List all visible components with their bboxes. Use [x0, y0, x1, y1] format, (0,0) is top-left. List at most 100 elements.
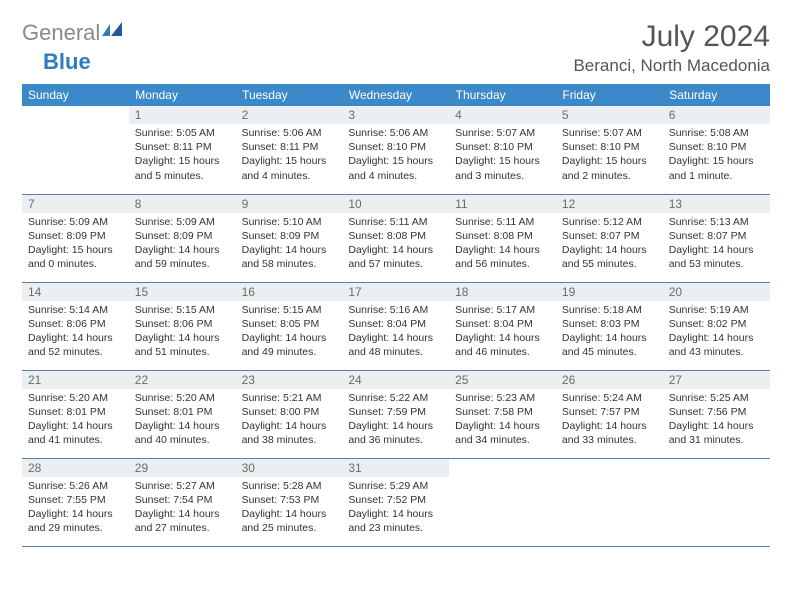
cell-body: Sunrise: 5:24 AMSunset: 7:57 PMDaylight:… [556, 389, 663, 452]
calendar-cell: 24Sunrise: 5:22 AMSunset: 7:59 PMDayligh… [342, 370, 449, 458]
day-number: 26 [556, 371, 663, 389]
day-number: 23 [236, 371, 343, 389]
cell-body: Sunrise: 5:09 AMSunset: 8:09 PMDaylight:… [22, 213, 129, 276]
day-number: 31 [342, 459, 449, 477]
weekday-header: Saturday [663, 84, 770, 106]
cell-body: Sunrise: 5:17 AMSunset: 8:04 PMDaylight:… [449, 301, 556, 364]
weekday-header: Wednesday [342, 84, 449, 106]
calendar-cell: 8Sunrise: 5:09 AMSunset: 8:09 PMDaylight… [129, 194, 236, 282]
day-number: 4 [449, 106, 556, 124]
cell-body: Sunrise: 5:20 AMSunset: 8:01 PMDaylight:… [129, 389, 236, 452]
day-number: 22 [129, 371, 236, 389]
cell-body: Sunrise: 5:12 AMSunset: 8:07 PMDaylight:… [556, 213, 663, 276]
cell-body: Sunrise: 5:15 AMSunset: 8:06 PMDaylight:… [129, 301, 236, 364]
day-number: 2 [236, 106, 343, 124]
day-number: 20 [663, 283, 770, 301]
calendar-cell: 12Sunrise: 5:12 AMSunset: 8:07 PMDayligh… [556, 194, 663, 282]
day-number: 8 [129, 195, 236, 213]
cell-body: Sunrise: 5:06 AMSunset: 8:10 PMDaylight:… [342, 124, 449, 187]
day-number: 11 [449, 195, 556, 213]
calendar-cell: 27Sunrise: 5:25 AMSunset: 7:56 PMDayligh… [663, 370, 770, 458]
cell-body: Sunrise: 5:26 AMSunset: 7:55 PMDaylight:… [22, 477, 129, 540]
cell-body: Sunrise: 5:21 AMSunset: 8:00 PMDaylight:… [236, 389, 343, 452]
cell-body: Sunrise: 5:27 AMSunset: 7:54 PMDaylight:… [129, 477, 236, 540]
cell-body: Sunrise: 5:16 AMSunset: 8:04 PMDaylight:… [342, 301, 449, 364]
cell-body: Sunrise: 5:28 AMSunset: 7:53 PMDaylight:… [236, 477, 343, 540]
calendar-head: SundayMondayTuesdayWednesdayThursdayFrid… [22, 84, 770, 106]
day-number: 10 [342, 195, 449, 213]
logo: General [22, 20, 126, 46]
title-block: July 2024 Beranci, North Macedonia [573, 20, 770, 76]
cell-body: Sunrise: 5:22 AMSunset: 7:59 PMDaylight:… [342, 389, 449, 452]
calendar-cell: 16Sunrise: 5:15 AMSunset: 8:05 PMDayligh… [236, 282, 343, 370]
calendar-cell: 2Sunrise: 5:06 AMSunset: 8:11 PMDaylight… [236, 106, 343, 194]
cell-body: Sunrise: 5:29 AMSunset: 7:52 PMDaylight:… [342, 477, 449, 540]
flag-icon [102, 22, 124, 45]
calendar-row: 14Sunrise: 5:14 AMSunset: 8:06 PMDayligh… [22, 282, 770, 370]
day-number: 6 [663, 106, 770, 124]
header: General July 2024 Beranci, North Macedon… [22, 20, 770, 76]
calendar-cell [663, 458, 770, 546]
calendar-cell: 17Sunrise: 5:16 AMSunset: 8:04 PMDayligh… [342, 282, 449, 370]
day-number: 15 [129, 283, 236, 301]
cell-body: Sunrise: 5:25 AMSunset: 7:56 PMDaylight:… [663, 389, 770, 452]
calendar-cell: 7Sunrise: 5:09 AMSunset: 8:09 PMDaylight… [22, 194, 129, 282]
cell-body: Sunrise: 5:14 AMSunset: 8:06 PMDaylight:… [22, 301, 129, 364]
calendar-row: 7Sunrise: 5:09 AMSunset: 8:09 PMDaylight… [22, 194, 770, 282]
weekday-header: Sunday [22, 84, 129, 106]
calendar-cell: 11Sunrise: 5:11 AMSunset: 8:08 PMDayligh… [449, 194, 556, 282]
calendar-cell [449, 458, 556, 546]
day-number: 3 [342, 106, 449, 124]
day-number: 12 [556, 195, 663, 213]
day-number [449, 459, 556, 477]
day-number: 7 [22, 195, 129, 213]
cell-body: Sunrise: 5:15 AMSunset: 8:05 PMDaylight:… [236, 301, 343, 364]
weekday-header: Friday [556, 84, 663, 106]
day-number: 13 [663, 195, 770, 213]
day-number: 24 [342, 371, 449, 389]
day-number: 17 [342, 283, 449, 301]
day-number: 1 [129, 106, 236, 124]
calendar-row: 1Sunrise: 5:05 AMSunset: 8:11 PMDaylight… [22, 106, 770, 194]
calendar-cell: 26Sunrise: 5:24 AMSunset: 7:57 PMDayligh… [556, 370, 663, 458]
calendar-cell: 4Sunrise: 5:07 AMSunset: 8:10 PMDaylight… [449, 106, 556, 194]
calendar-cell: 31Sunrise: 5:29 AMSunset: 7:52 PMDayligh… [342, 458, 449, 546]
calendar-row: 28Sunrise: 5:26 AMSunset: 7:55 PMDayligh… [22, 458, 770, 546]
cell-body: Sunrise: 5:20 AMSunset: 8:01 PMDaylight:… [22, 389, 129, 452]
calendar-cell: 20Sunrise: 5:19 AMSunset: 8:02 PMDayligh… [663, 282, 770, 370]
location: Beranci, North Macedonia [573, 56, 770, 76]
day-number [556, 459, 663, 477]
day-number: 9 [236, 195, 343, 213]
calendar-cell: 13Sunrise: 5:13 AMSunset: 8:07 PMDayligh… [663, 194, 770, 282]
cell-body: Sunrise: 5:23 AMSunset: 7:58 PMDaylight:… [449, 389, 556, 452]
calendar-cell: 14Sunrise: 5:14 AMSunset: 8:06 PMDayligh… [22, 282, 129, 370]
day-number: 19 [556, 283, 663, 301]
calendar-cell: 23Sunrise: 5:21 AMSunset: 8:00 PMDayligh… [236, 370, 343, 458]
cell-body: Sunrise: 5:08 AMSunset: 8:10 PMDaylight:… [663, 124, 770, 187]
cell-body: Sunrise: 5:07 AMSunset: 8:10 PMDaylight:… [556, 124, 663, 187]
calendar-cell: 18Sunrise: 5:17 AMSunset: 8:04 PMDayligh… [449, 282, 556, 370]
calendar-cell: 29Sunrise: 5:27 AMSunset: 7:54 PMDayligh… [129, 458, 236, 546]
weekday-header: Tuesday [236, 84, 343, 106]
weekday-header: Thursday [449, 84, 556, 106]
cell-body: Sunrise: 5:05 AMSunset: 8:11 PMDaylight:… [129, 124, 236, 187]
calendar-cell: 15Sunrise: 5:15 AMSunset: 8:06 PMDayligh… [129, 282, 236, 370]
logo-text-2-wrap: Blue [43, 49, 91, 75]
cell-body: Sunrise: 5:09 AMSunset: 8:09 PMDaylight:… [129, 213, 236, 276]
calendar-cell [556, 458, 663, 546]
cell-body: Sunrise: 5:11 AMSunset: 8:08 PMDaylight:… [342, 213, 449, 276]
cell-body: Sunrise: 5:19 AMSunset: 8:02 PMDaylight:… [663, 301, 770, 364]
day-number: 28 [22, 459, 129, 477]
calendar-body: 1Sunrise: 5:05 AMSunset: 8:11 PMDaylight… [22, 106, 770, 546]
day-number [663, 459, 770, 477]
calendar-cell: 21Sunrise: 5:20 AMSunset: 8:01 PMDayligh… [22, 370, 129, 458]
logo-text-2: Blue [43, 49, 91, 74]
calendar-cell: 28Sunrise: 5:26 AMSunset: 7:55 PMDayligh… [22, 458, 129, 546]
day-number: 29 [129, 459, 236, 477]
cell-body: Sunrise: 5:10 AMSunset: 8:09 PMDaylight:… [236, 213, 343, 276]
calendar-cell: 30Sunrise: 5:28 AMSunset: 7:53 PMDayligh… [236, 458, 343, 546]
cell-body: Sunrise: 5:07 AMSunset: 8:10 PMDaylight:… [449, 124, 556, 187]
day-number: 25 [449, 371, 556, 389]
day-number: 14 [22, 283, 129, 301]
day-number: 30 [236, 459, 343, 477]
